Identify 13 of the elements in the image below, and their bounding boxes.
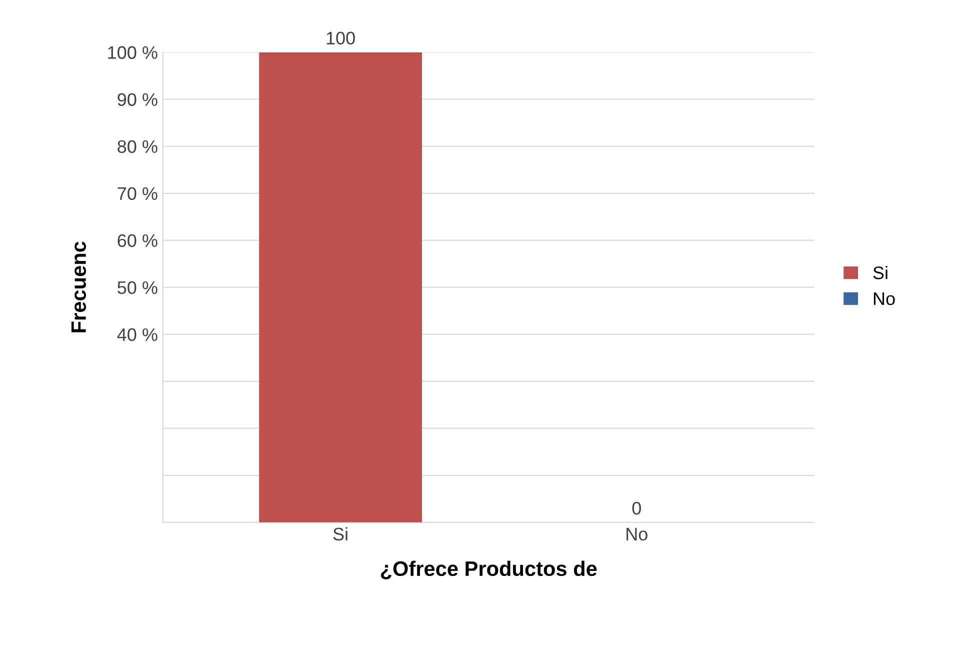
- y-tick-label: 40 %: [117, 328, 158, 342]
- y-tick-label: 60 %: [118, 234, 158, 248]
- data-label: 100: [326, 32, 355, 45]
- y-axis-title: Frecuenc: [71, 242, 86, 332]
- data-label: 0: [632, 502, 641, 515]
- y-tick-label: 80 %: [118, 140, 158, 153]
- y-tick-label: 70 %: [118, 187, 158, 200]
- y-tick-label: 90 %: [118, 93, 158, 106]
- y-tick-label: 50 %: [118, 281, 158, 294]
- x-axis-title: ¿Ofrece Productos de: [380, 560, 597, 580]
- legend-label: No: [874, 292, 895, 306]
- y-tick-label: 100 %: [108, 46, 158, 59]
- legend-label: Si: [873, 266, 888, 280]
